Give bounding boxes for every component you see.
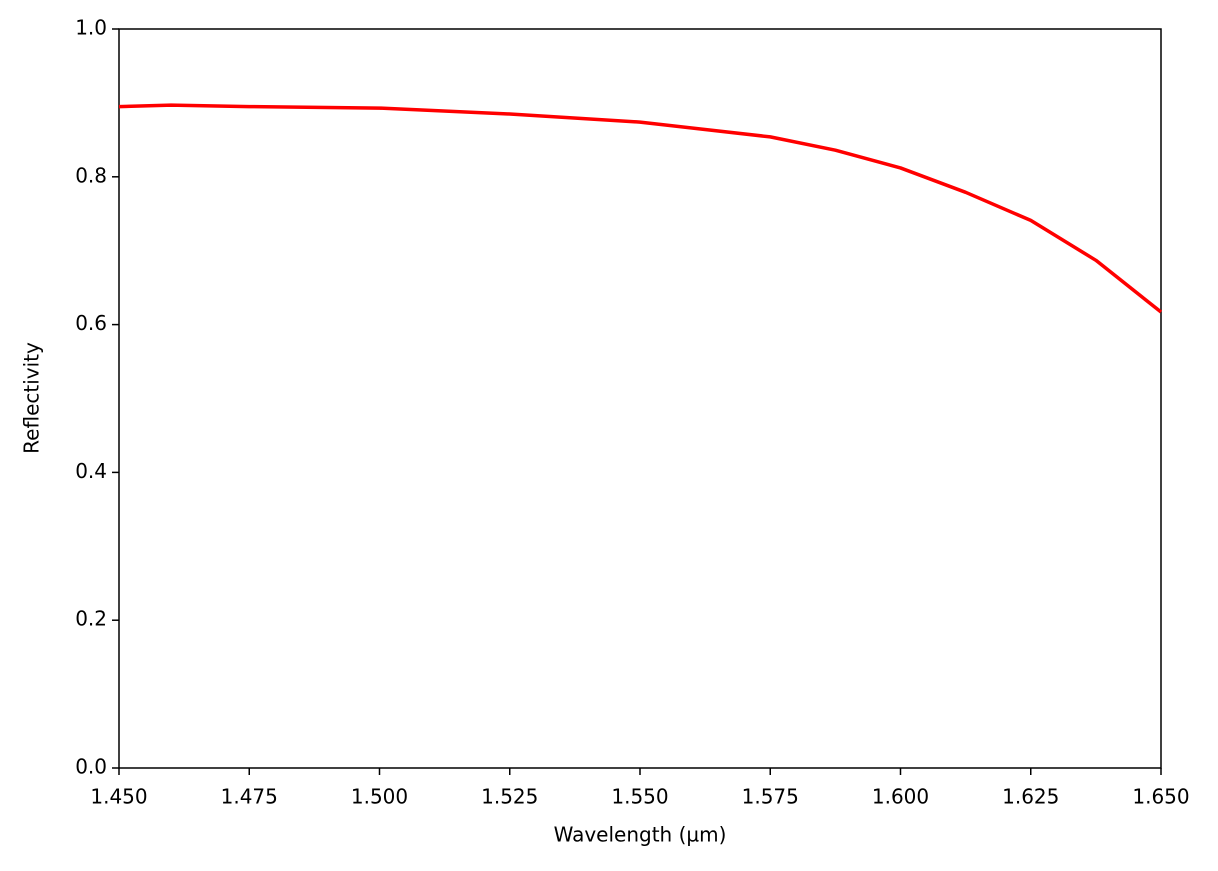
- x-axis-label: Wavelength (µm): [554, 823, 727, 847]
- x-tick-label: 1.450: [90, 785, 147, 809]
- y-tick-label: 0.6: [75, 311, 107, 335]
- y-axis-label: Reflectivity: [20, 342, 44, 454]
- y-tick-label: 0.8: [75, 163, 107, 187]
- x-tick-label: 1.650: [1132, 785, 1189, 809]
- line-series: [118, 103, 1163, 314]
- x-tick-label: 1.500: [351, 785, 408, 809]
- plot-frame: [118, 28, 1162, 769]
- x-tick-label: 1.475: [221, 785, 278, 809]
- y-tick-label: 0.2: [75, 607, 107, 631]
- x-tick-label: 1.625: [1002, 785, 1059, 809]
- y-tick-label: 0.0: [75, 755, 107, 779]
- x-tick-label: 1.525: [481, 785, 538, 809]
- x-tick-label: 1.550: [611, 785, 668, 809]
- y-tick-label: 0.4: [75, 459, 107, 483]
- y-tick-label: 1.0: [75, 16, 107, 40]
- x-tick-label: 1.575: [742, 785, 799, 809]
- x-tick-label: 1.600: [872, 785, 929, 809]
